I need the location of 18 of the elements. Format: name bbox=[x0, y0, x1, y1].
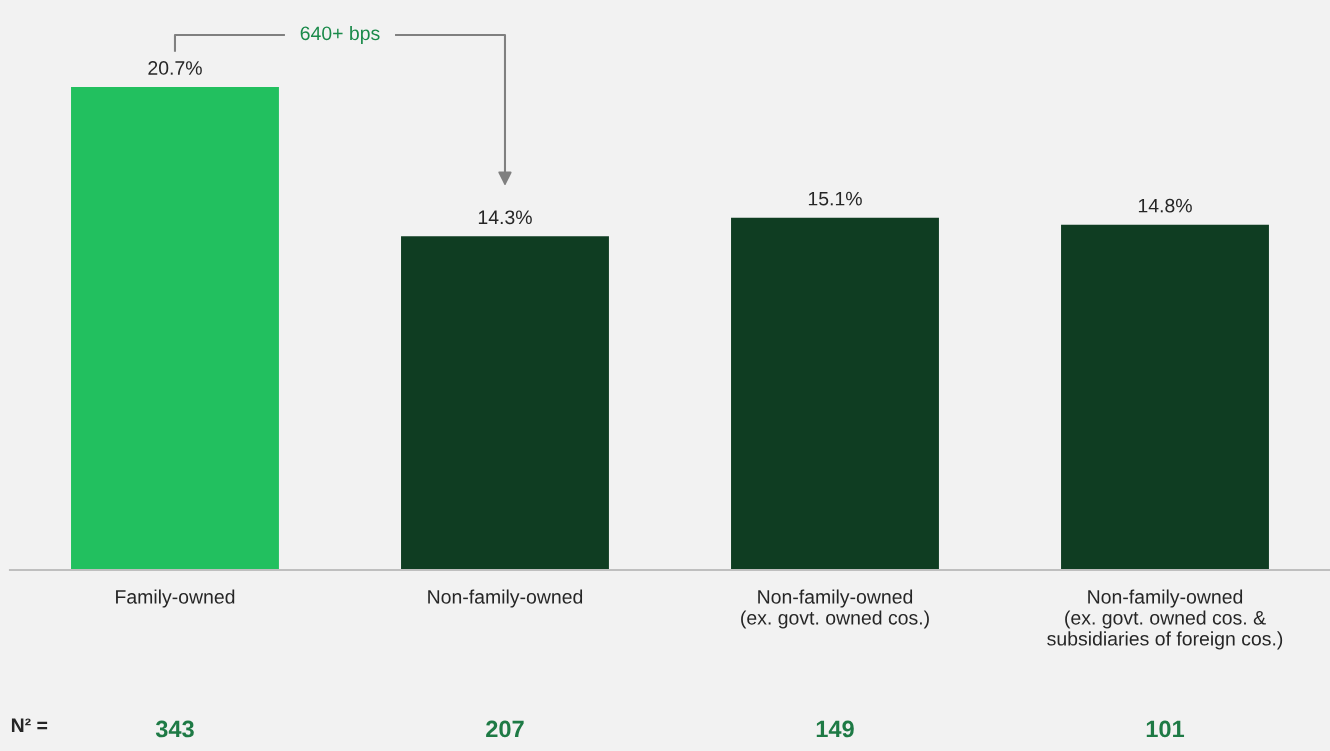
text: 343 bbox=[155, 720, 194, 738]
x-tick-label: Non-family-owned bbox=[428, 589, 583, 608]
text: 207 bbox=[486, 720, 524, 738]
text: 149 bbox=[816, 720, 854, 738]
data-label: 15.1% bbox=[808, 191, 862, 206]
bar bbox=[731, 217, 939, 571]
x-tick-label: Family-owned bbox=[116, 589, 235, 608]
bar bbox=[1061, 224, 1269, 571]
text: 640+ bps bbox=[300, 25, 380, 45]
text: 101 bbox=[1146, 720, 1185, 738]
bar bbox=[401, 236, 609, 571]
data-label: 14.8% bbox=[1138, 198, 1192, 213]
x-tick-label: Non-family-owned (ex. govt. owned cos. & subsidiaries of foreign cos.) bbox=[1047, 589, 1283, 650]
text: N² = bbox=[11, 718, 48, 732]
bar bbox=[71, 87, 279, 571]
x-tick-label: Non-family-owned (ex. govt. owned cos.) bbox=[741, 589, 929, 629]
data-label: 14.3% bbox=[478, 210, 532, 225]
data-label: 20.7% bbox=[148, 61, 202, 75]
